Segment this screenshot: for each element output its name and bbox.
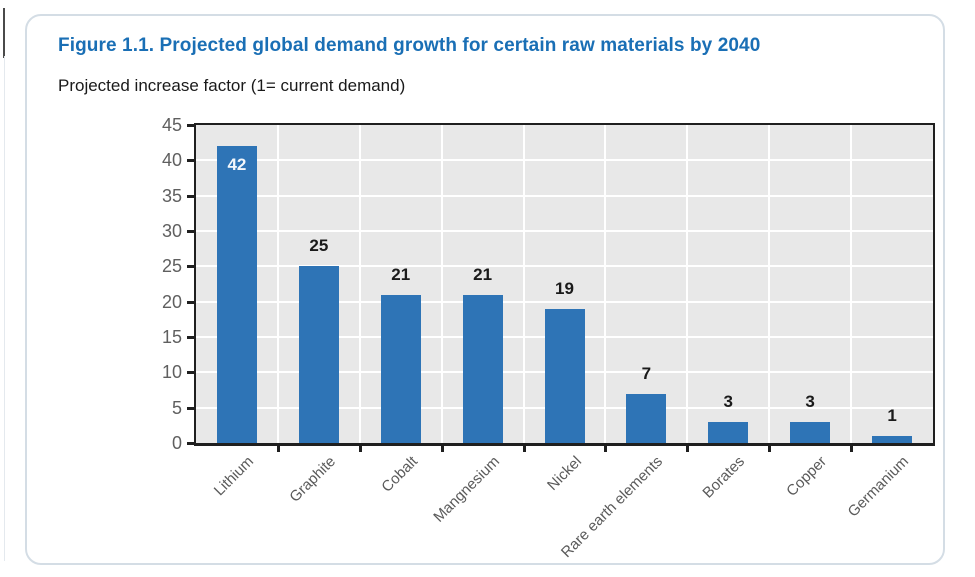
bar-lithium [216,146,257,443]
bar-rare-earth-elements [626,393,667,443]
gridline-vertical [276,125,279,443]
bar-cobalt [380,294,421,443]
plot-area: 42 25 21 21 19 7 3 3 1 [194,123,935,446]
bar-copper [790,421,831,443]
bar-value-label: 21 [473,264,493,284]
gridline-vertical [604,125,607,443]
bar-borates [708,421,749,443]
gridline-horizontal [196,300,933,303]
bar-value-label: 25 [309,236,329,256]
bar-value-label: 21 [391,264,411,284]
gridline-vertical [440,125,443,443]
bar-value-label: 3 [805,391,815,411]
gridline-vertical [358,125,361,443]
gridline-vertical [522,125,525,443]
gridline-horizontal [196,159,933,162]
gridline-horizontal [196,194,933,197]
gridline-horizontal [196,230,933,232]
bar-value-label: 19 [555,278,574,298]
screen-edge-line [3,8,5,58]
bar-nickel [544,308,585,443]
bar-value-label: 7 [641,363,652,383]
gridline-horizontal [196,265,933,268]
bar-mangnesium [462,294,503,443]
bar-value-label: 1 [887,405,897,425]
bar-germanium [872,435,913,443]
screen-edge-line-faint [4,56,5,561]
figure-title: Figure 1.1. Projected global demand grow… [58,35,761,56]
bar-value-label: 3 [723,391,733,411]
gridline-vertical [850,125,853,443]
gridline-vertical [768,125,771,443]
bar-value-label: 42 [227,155,247,175]
figure-subtitle: Projected increase factor (1= current de… [58,76,406,95]
gridline-vertical [686,125,689,443]
bar-graphite [298,266,339,443]
